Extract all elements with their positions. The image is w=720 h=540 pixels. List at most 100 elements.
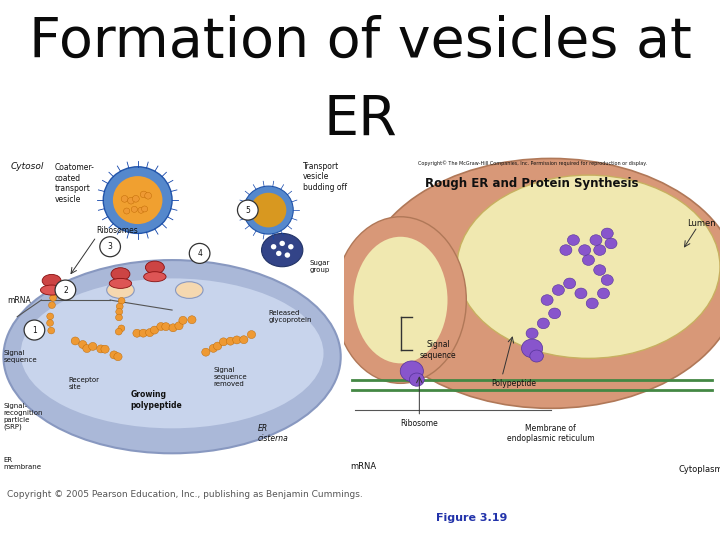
Ellipse shape [48, 282, 76, 299]
Circle shape [188, 316, 196, 323]
Text: mRNA: mRNA [350, 462, 376, 471]
Circle shape [132, 195, 139, 202]
Text: 2: 2 [63, 286, 68, 294]
Text: Released
glycoprotein: Released glycoprotein [269, 310, 312, 323]
Circle shape [124, 208, 130, 214]
Circle shape [213, 342, 222, 350]
Ellipse shape [335, 217, 467, 383]
Circle shape [248, 330, 256, 339]
Circle shape [113, 176, 163, 224]
Text: ER
cisterna: ER cisterna [258, 423, 289, 443]
Ellipse shape [107, 282, 134, 299]
Text: Polypeptide: Polypeptide [491, 379, 536, 388]
Ellipse shape [354, 237, 448, 363]
Circle shape [100, 237, 120, 256]
Text: Formation of vesicles at: Formation of vesicles at [29, 15, 691, 69]
Circle shape [549, 308, 561, 319]
Text: 5: 5 [246, 206, 251, 214]
Circle shape [110, 351, 118, 359]
Circle shape [567, 235, 580, 245]
Circle shape [590, 235, 602, 245]
Circle shape [226, 337, 235, 345]
Ellipse shape [457, 175, 720, 359]
Circle shape [50, 295, 57, 301]
Text: mRNA: mRNA [7, 295, 31, 305]
Circle shape [138, 207, 144, 213]
Circle shape [240, 336, 248, 344]
Circle shape [233, 336, 241, 344]
Circle shape [118, 325, 125, 332]
Circle shape [594, 265, 606, 275]
Circle shape [133, 329, 141, 338]
Circle shape [202, 348, 210, 356]
Circle shape [537, 318, 549, 329]
Text: Signal
sequence: Signal sequence [4, 350, 37, 363]
Circle shape [150, 326, 158, 334]
Text: Coatomer-
coated
transport
vesicle: Coatomer- coated transport vesicle [55, 163, 95, 204]
Circle shape [579, 245, 590, 255]
Circle shape [541, 295, 553, 306]
Circle shape [145, 192, 151, 199]
Circle shape [560, 245, 572, 255]
Circle shape [582, 255, 595, 265]
Circle shape [115, 328, 122, 335]
Text: Receptor
site: Receptor site [69, 377, 100, 390]
Circle shape [564, 278, 576, 289]
Circle shape [145, 329, 154, 336]
Text: 3: 3 [108, 242, 112, 251]
Ellipse shape [145, 261, 164, 274]
Circle shape [115, 314, 122, 321]
Circle shape [47, 320, 53, 326]
Text: Copyright © 2005 Pearson Education, Inc., publishing as Benjamin Cummings.: Copyright © 2005 Pearson Education, Inc.… [7, 490, 363, 498]
Circle shape [400, 361, 423, 381]
Circle shape [601, 275, 613, 286]
Ellipse shape [111, 268, 130, 280]
Circle shape [521, 339, 543, 357]
Text: Ribosomes: Ribosomes [96, 226, 138, 234]
Text: Signal
sequence: Signal sequence [420, 340, 456, 360]
Ellipse shape [4, 260, 341, 453]
Circle shape [276, 251, 282, 256]
Circle shape [131, 206, 138, 212]
Text: Membrane of
endoplasmic reticulum: Membrane of endoplasmic reticulum [507, 423, 595, 443]
Circle shape [71, 337, 79, 345]
Circle shape [284, 252, 290, 258]
Text: Signal-
recognition
particle
(SRP): Signal- recognition particle (SRP) [4, 403, 43, 430]
Ellipse shape [176, 282, 203, 299]
Circle shape [594, 245, 606, 255]
Circle shape [101, 345, 109, 353]
Text: 1: 1 [32, 326, 37, 335]
Ellipse shape [42, 274, 61, 287]
Circle shape [142, 206, 148, 212]
Text: ER
membrane: ER membrane [4, 457, 42, 470]
Circle shape [279, 241, 285, 246]
Circle shape [251, 193, 287, 227]
Circle shape [189, 244, 210, 264]
Text: Growing
polypeptide: Growing polypeptide [131, 390, 183, 410]
Circle shape [114, 353, 122, 361]
Ellipse shape [261, 233, 303, 267]
Circle shape [598, 288, 610, 299]
Circle shape [89, 342, 97, 350]
Circle shape [48, 302, 55, 308]
Ellipse shape [363, 158, 720, 408]
Circle shape [121, 195, 128, 202]
Ellipse shape [109, 279, 132, 288]
Circle shape [601, 228, 613, 239]
Text: Cytoplasm: Cytoplasm [679, 465, 720, 475]
Circle shape [118, 298, 125, 304]
Circle shape [238, 200, 258, 220]
Text: 4: 4 [197, 249, 202, 258]
Circle shape [552, 285, 564, 295]
Text: Ribosome: Ribosome [400, 419, 438, 428]
Ellipse shape [40, 285, 63, 295]
Text: Sugar
group: Sugar group [310, 260, 330, 273]
Text: Cytosol: Cytosol [10, 163, 44, 171]
Circle shape [271, 244, 276, 249]
Circle shape [210, 345, 217, 352]
Ellipse shape [144, 272, 166, 282]
Text: ER: ER [323, 93, 397, 147]
Circle shape [220, 338, 228, 346]
Circle shape [410, 373, 424, 386]
Circle shape [78, 341, 87, 348]
